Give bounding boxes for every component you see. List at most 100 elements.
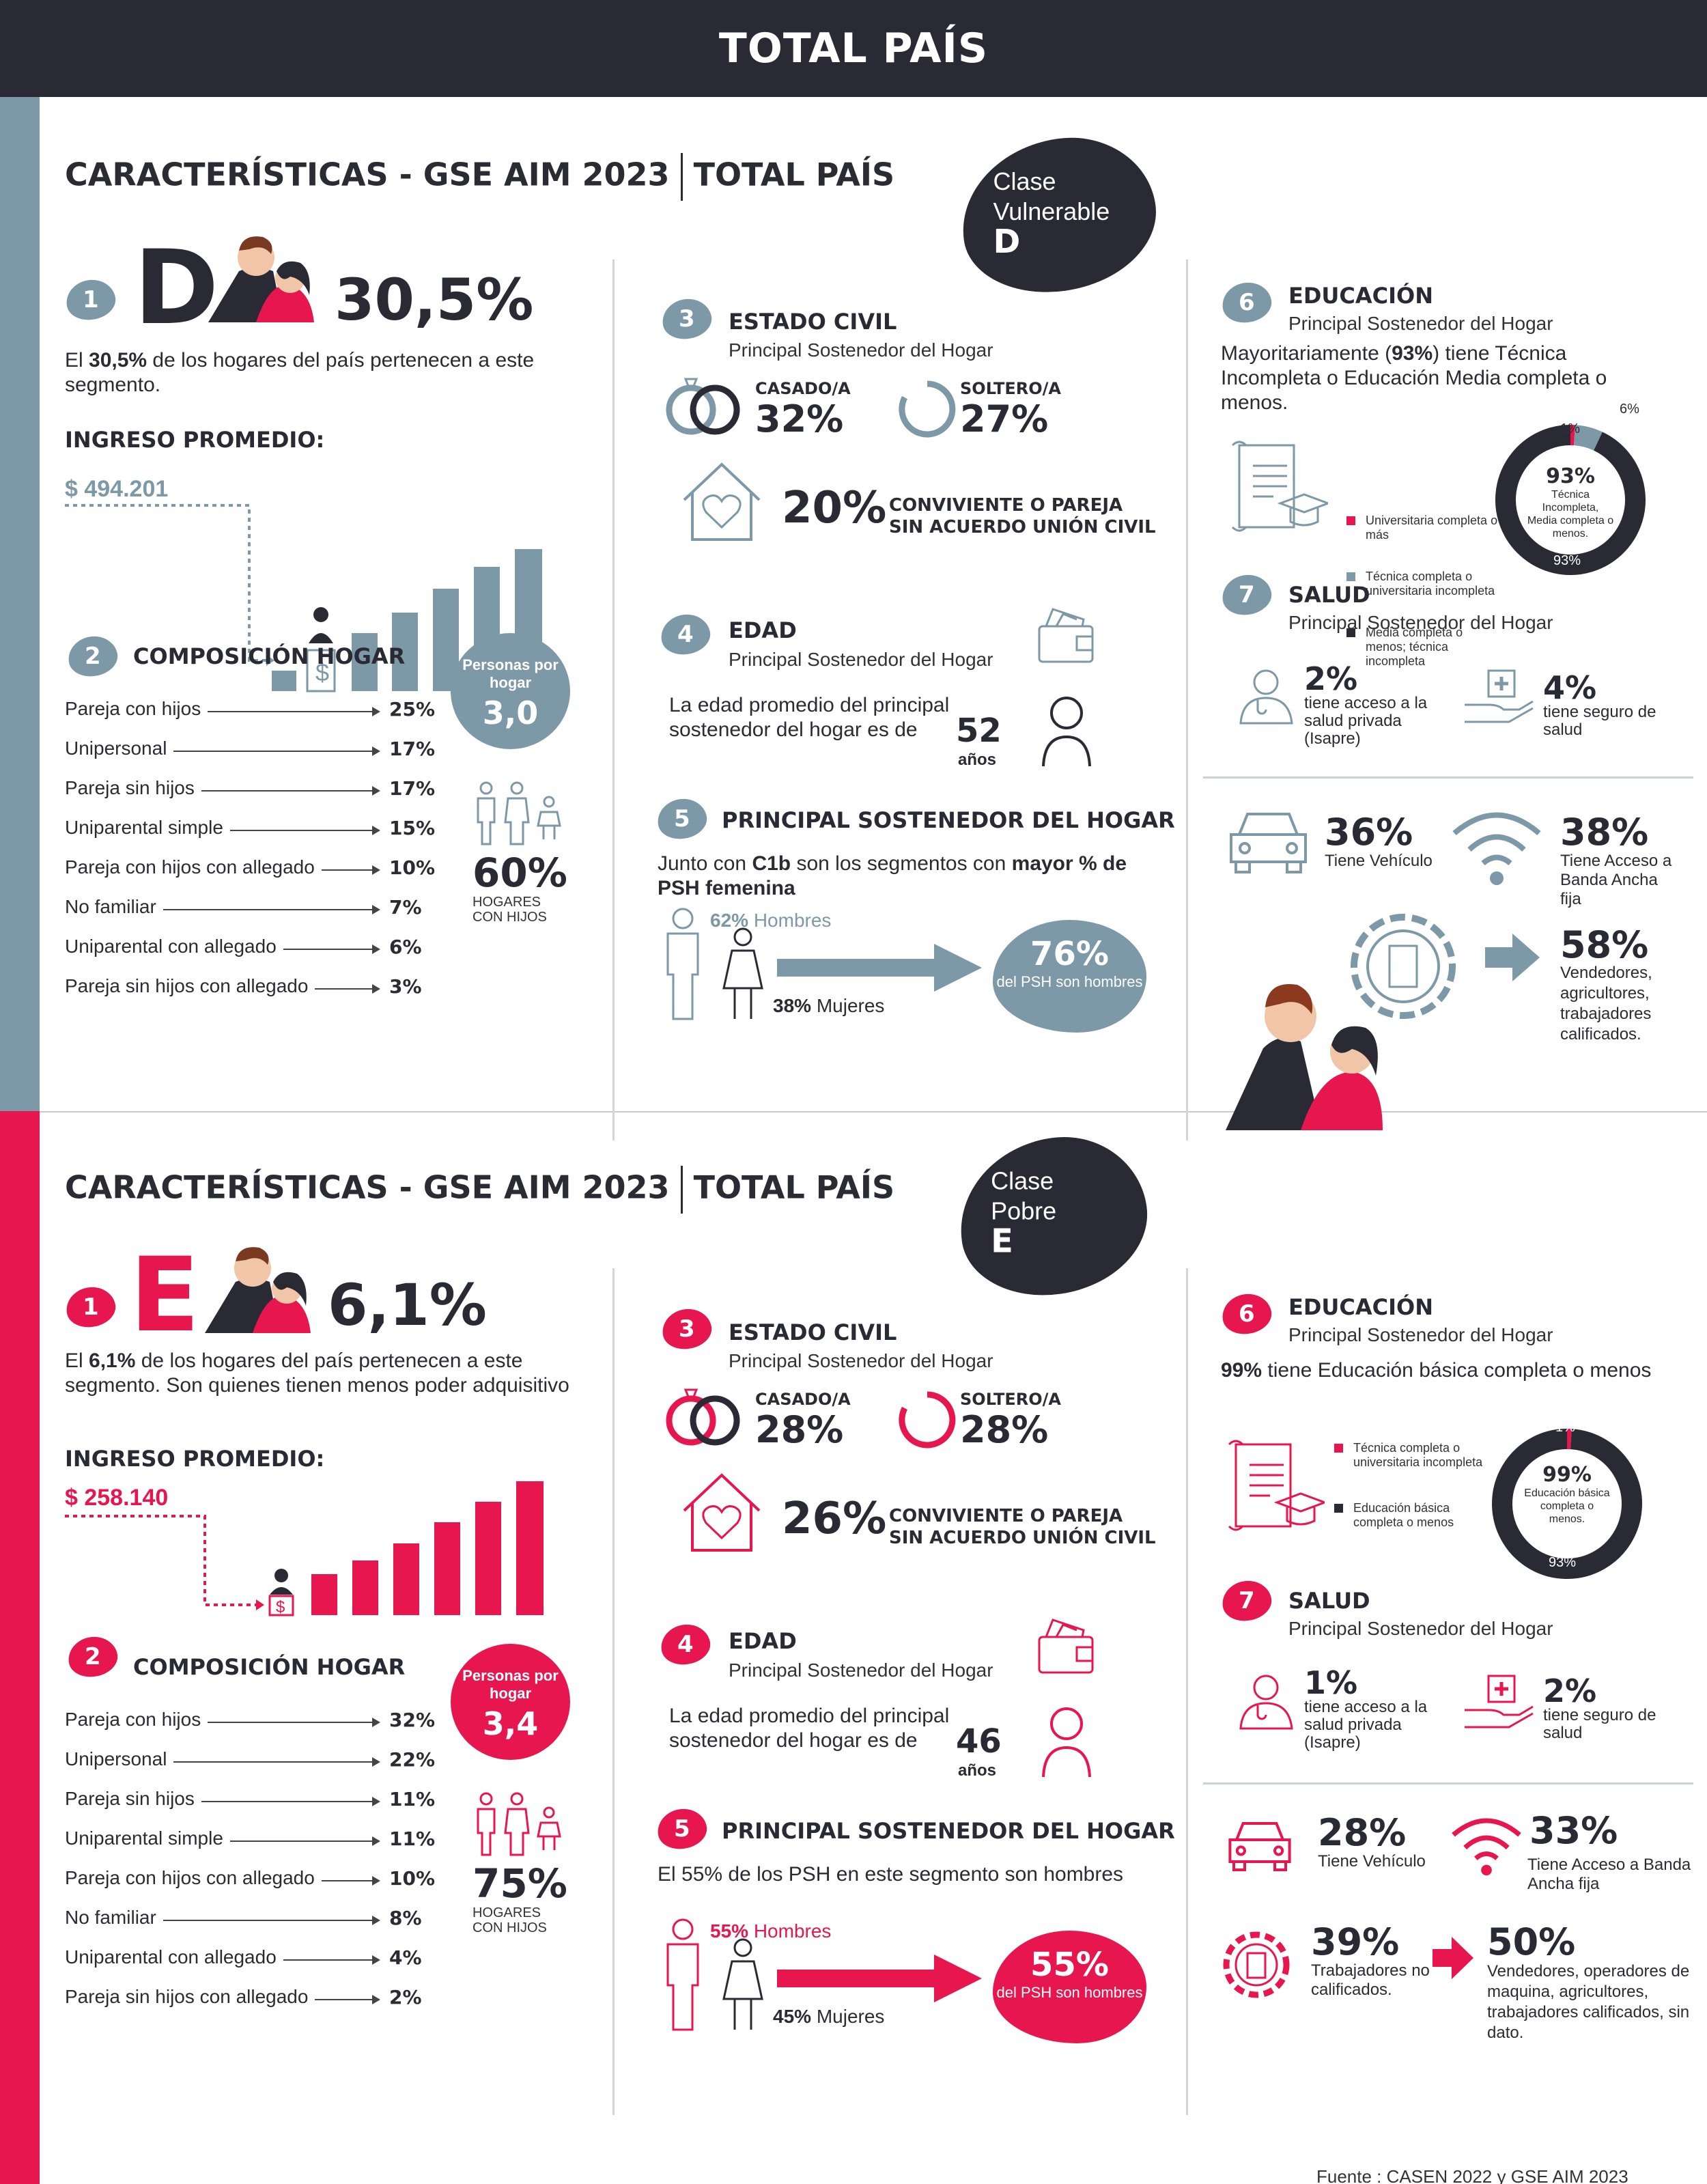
- legend-item: Técnica completa o universitaria incompl…: [1346, 570, 1502, 598]
- side-stripe: [0, 97, 40, 1111]
- vehicle-value: 36%: [1325, 811, 1413, 854]
- households-with-children-pct: 60%: [472, 850, 567, 896]
- legend-item: Educación básica completa o menos: [1334, 1501, 1490, 1530]
- age-title: EDAD: [729, 617, 797, 643]
- age-unit: años: [958, 751, 997, 769]
- composition-title: COMPOSICIÓN HOGAR: [133, 643, 406, 669]
- rings-icon: [666, 378, 740, 435]
- arrow-icon: [777, 944, 982, 992]
- health-insurance-icon: [1465, 669, 1534, 723]
- family-icon: [477, 781, 561, 845]
- segment-letter: E: [130, 1236, 200, 1355]
- workers-gear-icon: [1226, 914, 1456, 1130]
- arrow-icon: [173, 1757, 380, 1767]
- step-number-badge: 4: [658, 1621, 714, 1668]
- step-number-badge: 5: [654, 1805, 710, 1853]
- column-separator: [1186, 1268, 1188, 2115]
- income-value: $ 494.201: [65, 476, 169, 502]
- men-share: 55% Hombres: [710, 1920, 832, 1942]
- occupation-value: 58%: [1560, 923, 1649, 966]
- age-text: La edad promedio del principal sostenedo…: [669, 1705, 950, 1752]
- civil-status-title: ESTADO CIVIL: [729, 309, 897, 335]
- arrow-icon: [230, 826, 380, 835]
- legend-label: Educación básica completa o menos: [1353, 1501, 1454, 1529]
- persons-per-household-badge: Personas por hogar 3,4: [451, 1644, 570, 1760]
- persons-per-household-badge: Personas por hogar 3,0: [451, 633, 570, 749]
- composition-row: Unipersonal 17%: [65, 738, 436, 765]
- broadband-value: 33%: [1529, 1809, 1618, 1852]
- insurance-value: 4%: [1543, 669, 1597, 706]
- households-with-children-label: HOGARES CON HIJOS: [472, 1905, 547, 1935]
- legend-label: Técnica completa o universitaria incompl…: [1353, 1441, 1483, 1469]
- composition-label: Uniparental simple: [65, 817, 223, 838]
- composition-row: Pareja con hijos 25%: [65, 698, 435, 725]
- civil-status-subtitle: Principal Sostenedor del Hogar: [729, 1350, 993, 1371]
- arrow-right-icon: [1485, 934, 1540, 981]
- composition-value: 11%: [389, 1828, 436, 1850]
- rings-icon: [666, 1388, 740, 1446]
- composition-row: No familiar 8%: [65, 1907, 434, 1934]
- health-title: SALUD: [1288, 1588, 1370, 1614]
- class-badge: Clase Pobre E: [949, 1125, 1157, 1307]
- occupation-label: Vendedores, agricultores, trabajadores c…: [1560, 964, 1652, 1044]
- composition-value: 3%: [389, 975, 422, 998]
- donut-label: 93%: [1553, 553, 1581, 568]
- education-donut: [1492, 1429, 1642, 1579]
- column-separator: [1186, 260, 1188, 1140]
- composition-label: Uniparental simple: [65, 1828, 223, 1849]
- composition-row: Pareja sin hijos con allegado 3%: [65, 975, 434, 1003]
- wifi-icon: [1452, 1818, 1521, 1876]
- married-label: CASADO/A: [755, 379, 851, 398]
- psh-title: PRINCIPAL SOSTENEDOR DEL HOGAR: [722, 1818, 1175, 1844]
- broadband-label: Tiene Acceso a Banda Ancha fija: [1527, 1856, 1691, 1893]
- composition-value: 17%: [389, 738, 436, 760]
- income-value: $ 258.140: [65, 1485, 169, 1511]
- arrow-icon: [777, 1955, 982, 2002]
- occupation-label: Vendedores, operadores de maquina, agric…: [1487, 1962, 1690, 2042]
- gear-building-icon: [1223, 1931, 1290, 1998]
- page-title: TOTAL PAÍS: [718, 25, 989, 72]
- insurance-text: tiene seguro de salud: [1543, 703, 1656, 739]
- composition-row: Uniparental simple 15%: [65, 817, 435, 844]
- wallet-icon: [1038, 1619, 1094, 1674]
- step-number-badge: 6: [1219, 1290, 1275, 1338]
- legend-swatch: [1346, 628, 1355, 637]
- education-donut: [1495, 425, 1646, 575]
- arrow-icon: [315, 984, 380, 994]
- legend-label: Técnica completa o universitaria incompl…: [1366, 570, 1495, 598]
- family-icon: [477, 1792, 561, 1856]
- income-bar-graphic: $: [65, 1481, 544, 1616]
- education-title: EDUCACIÓN: [1288, 283, 1434, 309]
- legend-swatch: [1346, 572, 1355, 581]
- step-number-badge: 6: [1219, 279, 1275, 326]
- house-heart-icon: [683, 1473, 761, 1552]
- doctor-icon: [1239, 1675, 1293, 1730]
- source-note: Fuente : CASEN 2022 y GSE AIM 2023: [1316, 2166, 1628, 2184]
- legend-item: Universitaria completa o más: [1346, 514, 1502, 542]
- single-label: SOLTERO/A: [960, 1390, 1061, 1409]
- psh-men-blob: 76% del PSH son hombres: [993, 920, 1146, 1033]
- arrow-icon: [163, 905, 380, 914]
- psh-text: El 55% de los PSH en este segmento son h…: [658, 1863, 1124, 1886]
- composition-title: COMPOSICIÓN HOGAR: [133, 1654, 406, 1680]
- legend-item: Media completa o menos; técnica incomple…: [1346, 626, 1502, 669]
- legend-label: Media completa o menos; técnica incomple…: [1366, 626, 1463, 668]
- age-unit: años: [958, 1761, 997, 1780]
- cohabiting-value: 26%: [782, 1494, 887, 1544]
- single-value: 28%: [960, 1408, 1049, 1451]
- car-icon: [1230, 813, 1307, 873]
- arrow-icon: [208, 707, 380, 716]
- vehicle-label: Tiene Vehículo: [1318, 1852, 1426, 1871]
- households-with-children-pct: 75%: [472, 1860, 567, 1907]
- single-label: SOLTERO/A: [960, 379, 1061, 398]
- unskilled-label: Trabajadores no calificados.: [1311, 1961, 1430, 1999]
- wifi-icon: [1452, 812, 1541, 885]
- legend-swatch: [1346, 516, 1355, 525]
- age-subtitle: Principal Sostenedor del Hogar: [729, 649, 993, 670]
- donut-center: 93% Técnica Incompleta, Media completa o…: [1527, 464, 1614, 540]
- men-share: 62% Hombres: [710, 910, 832, 931]
- man-woman-icon: [666, 908, 763, 1020]
- donut-slice: [1492, 1429, 1642, 1579]
- arrow-icon: [315, 1995, 380, 2004]
- composition-row: Pareja con hijos con allegado 10%: [65, 1867, 435, 1894]
